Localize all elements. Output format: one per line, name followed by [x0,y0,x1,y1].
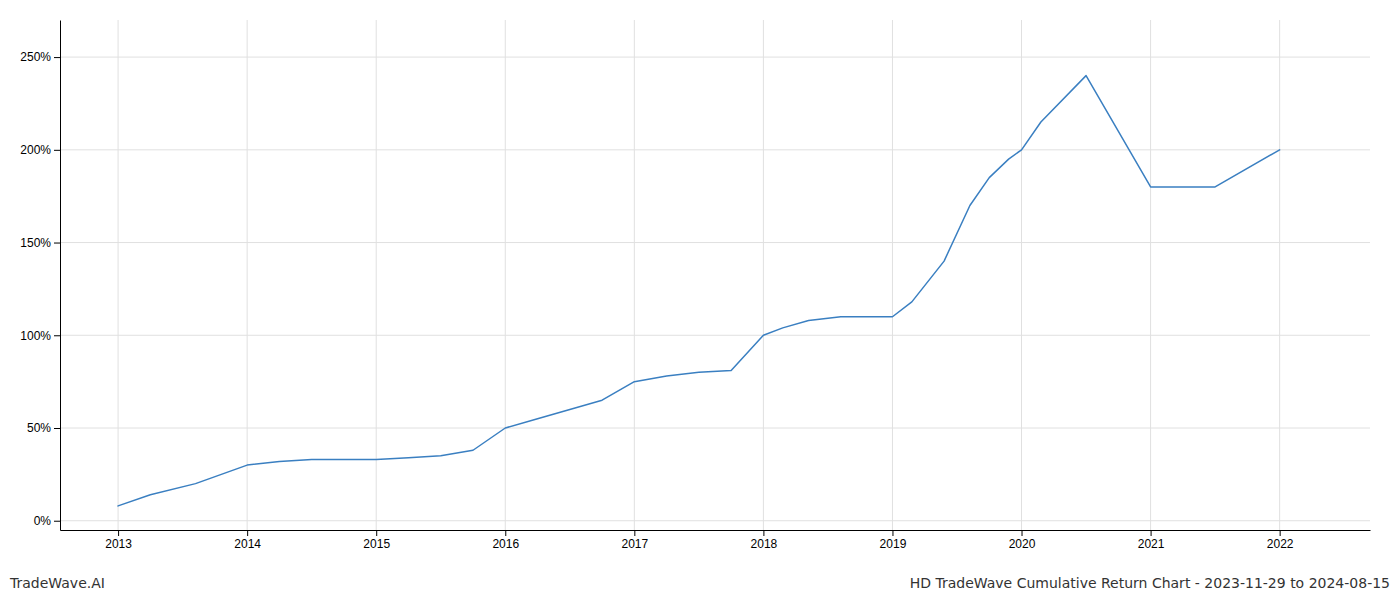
tick-mark [54,521,60,522]
tick-label: 2021 [1138,537,1165,551]
tick: 2020 [1009,530,1036,551]
tick-label: 2020 [1009,537,1036,551]
tick: 150% [20,236,60,250]
grid-line [376,20,377,530]
line [118,76,1280,506]
tick: 2017 [621,530,648,551]
tick-label: 2019 [880,537,907,551]
grid-line [1150,20,1151,530]
marks [118,76,1280,506]
grid-line [1279,20,1280,530]
tick-mark [763,530,764,536]
annotation: TradeWave.AI [9,575,105,591]
tick: 2014 [234,530,261,551]
axis-line [61,530,1371,531]
grid-line [505,20,506,530]
tick-label: 250% [20,50,51,64]
grid [60,20,1370,530]
tick-mark [54,150,60,151]
tick: 2019 [880,530,907,551]
tick: 2022 [1267,530,1294,551]
tick-label: 200% [20,143,51,157]
tick: 2018 [751,530,778,551]
tick: 50% [27,421,60,435]
tick-label: 2015 [363,537,390,551]
tick-label: 2013 [105,537,132,551]
tick: 250% [20,50,60,64]
grid-line [60,149,1370,150]
tick: 2021 [1138,530,1165,551]
tick: 2015 [363,530,390,551]
tick-mark [54,57,60,58]
tick-mark [376,530,377,536]
tick-label: 100% [20,329,51,343]
title: HD TradeWave Cumulative Return Chart - 2… [910,575,1390,591]
axis-line [60,21,61,531]
tick: 2013 [105,530,132,551]
grid-line [763,20,764,530]
tick: 0% [34,514,60,528]
tick-mark [892,530,893,536]
tick-label: 2014 [234,537,261,551]
tick-mark [1022,530,1023,536]
tick-mark [1151,530,1152,536]
tick-label: 0% [34,514,52,528]
grid-line [60,242,1370,243]
tick-mark [505,530,506,536]
grid-line [60,428,1370,429]
tick-mark [1280,530,1281,536]
y-axis: 0% 50% 100% 150% 200% 250% [20,21,60,531]
tick: 2016 [492,530,519,551]
tick-label: 150% [20,236,51,250]
chart: 2013 2014 2015 2016 2017 2018 2019 2020 2021 2022… [0,0,1400,600]
grid-line [634,20,635,530]
tick-mark [54,243,60,244]
tick: 100% [20,329,60,343]
tick-mark [54,428,60,429]
grid-line [892,20,893,530]
tick-label: 2016 [492,537,519,551]
tick-mark [634,530,635,536]
tick-label: 2022 [1267,537,1294,551]
grid-line [60,335,1370,336]
x-axis: 2013 2014 2015 2016 2017 2018 2019 2020 2021 2022 [61,530,1371,551]
tick-mark [54,335,60,336]
tick-mark [247,530,248,536]
tick: 200% [20,143,60,157]
tick-label: 2018 [751,537,778,551]
grid-line [1021,20,1022,530]
plot-area: 2013 2014 2015 2016 2017 2018 2019 2020 2021 2022… [20,20,1370,551]
tick-label: 50% [27,421,51,435]
grid-line [118,20,119,530]
tick-label: 2017 [621,537,648,551]
grid-line [60,57,1370,58]
grid-line [247,20,248,530]
grid-line [60,520,1370,521]
tick-mark [118,530,119,536]
